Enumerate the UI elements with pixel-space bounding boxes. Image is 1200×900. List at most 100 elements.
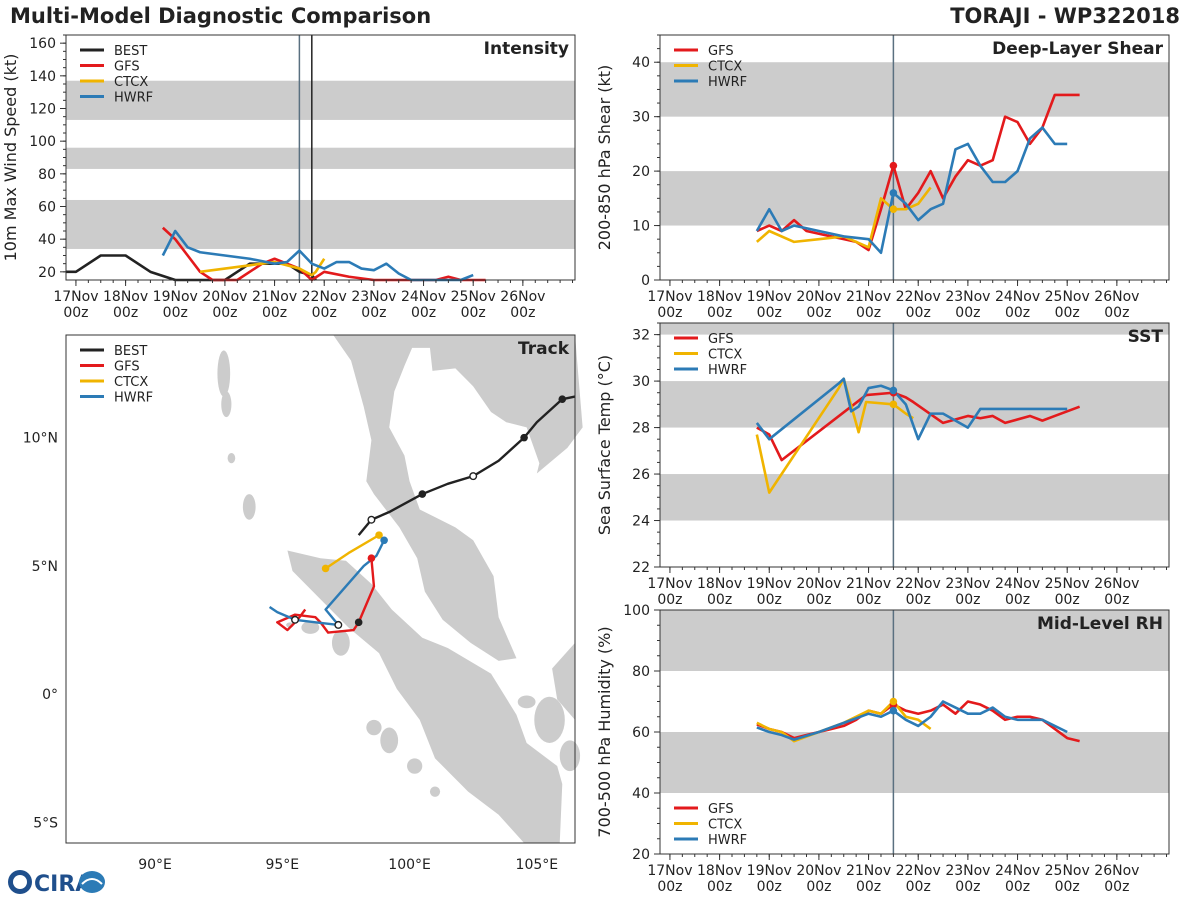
x-tick-day: 21Nov — [846, 863, 891, 879]
init-point — [889, 386, 898, 395]
lon-label: 105°E — [516, 857, 559, 873]
track-point-open — [334, 620, 343, 629]
x-tick-day: 18Nov — [697, 289, 742, 305]
x-tick-day: 17Nov — [647, 576, 692, 592]
x-tick-hour: 00z — [163, 305, 188, 321]
page-title: Multi-Model Diagnostic Comparison — [10, 4, 432, 28]
y-tick-label: 24 — [632, 514, 650, 530]
x-tick-day: 22Nov — [896, 863, 941, 879]
x-tick-hour: 00z — [955, 305, 980, 321]
lon-label: 100°E — [388, 857, 431, 873]
init-point — [889, 161, 898, 170]
track-point — [418, 490, 427, 498]
y-tick-label: 140 — [29, 69, 56, 85]
x-tick-hour: 00z — [955, 879, 980, 895]
x-tick-day: 17Nov — [647, 289, 692, 305]
x-tick-hour: 00z — [1005, 305, 1030, 321]
x-tick-hour: 00z — [1005, 879, 1030, 895]
x-tick-day: 23Nov — [945, 289, 990, 305]
legend-label: GFS — [708, 802, 734, 817]
legend-label: HWRF — [708, 833, 747, 848]
x-tick-day: 20Nov — [796, 289, 841, 305]
x-tick-hour: 00z — [510, 305, 535, 321]
track-point — [520, 433, 528, 442]
shaded-band — [66, 147, 575, 169]
x-tick-hour: 00z — [1055, 592, 1080, 608]
x-tick-day: 21Nov — [846, 576, 891, 592]
shaded-band — [660, 610, 1169, 671]
panel-title: Track — [518, 339, 570, 359]
shaded-band — [660, 732, 1169, 793]
x-tick-hour: 00z — [806, 592, 831, 608]
y-tick-label: 28 — [632, 421, 650, 437]
track-point — [367, 554, 376, 563]
x-tick-hour: 00z — [757, 305, 782, 321]
x-tick-hour: 00z — [806, 305, 831, 321]
x-tick-hour: 00z — [955, 592, 980, 608]
x-tick-day: 26Nov — [500, 289, 545, 305]
x-tick-hour: 00z — [856, 879, 881, 895]
x-tick-day: 25Nov — [1045, 289, 1090, 305]
x-tick-day: 26Nov — [1094, 863, 1139, 879]
track-point-open — [367, 515, 376, 524]
x-tick-hour: 00z — [312, 305, 337, 321]
x-tick-day: 22Nov — [302, 289, 347, 305]
y-tick-label: 22 — [632, 560, 650, 576]
x-tick-day: 17Nov — [53, 289, 98, 305]
track-point-open — [469, 472, 478, 481]
panel-shear: 01020304017Nov00z18Nov00z19Nov00z20Nov00… — [595, 34, 1170, 321]
legend-label: HWRF — [708, 363, 747, 378]
series-hwrf — [756, 700, 1068, 741]
land-island — [221, 391, 232, 418]
x-tick-day: 24Nov — [401, 289, 446, 305]
x-tick-day: 18Nov — [697, 863, 742, 879]
x-tick-hour: 00z — [657, 592, 682, 608]
x-tick-hour: 00z — [1005, 592, 1030, 608]
land-island — [407, 758, 423, 774]
x-tick-hour: 00z — [757, 592, 782, 608]
y-tick-label: 60 — [38, 200, 56, 216]
x-tick-day: 19Nov — [747, 576, 792, 592]
x-tick-hour: 00z — [1104, 592, 1129, 608]
panel-title: SST — [1128, 327, 1164, 347]
land-island — [242, 494, 256, 520]
lon-label: 90°E — [138, 857, 172, 873]
land-island — [517, 695, 536, 709]
legend-label: HWRF — [708, 75, 747, 90]
x-tick-hour: 00z — [707, 592, 732, 608]
x-tick-day: 17Nov — [647, 863, 692, 879]
init-point — [889, 205, 898, 214]
init-point — [889, 189, 898, 197]
x-tick-hour: 00z — [757, 879, 782, 895]
y-tick-label: 160 — [29, 36, 56, 52]
land-sumatra — [287, 550, 563, 843]
land-borneo — [552, 642, 575, 720]
y-tick-label: 100 — [29, 134, 56, 150]
plot-frame — [65, 334, 576, 844]
legend-label: HWRF — [114, 91, 153, 106]
x-tick-hour: 00z — [906, 879, 931, 895]
x-tick-day: 26Nov — [1094, 289, 1139, 305]
x-tick-day: 22Nov — [896, 289, 941, 305]
x-tick-hour: 00z — [361, 305, 386, 321]
legend-label: CTCX — [114, 375, 148, 390]
x-tick-day: 19Nov — [153, 289, 198, 305]
y-tick-label: 80 — [38, 167, 56, 183]
land-island — [429, 786, 441, 797]
lon-label: 95°E — [265, 857, 299, 873]
y-tick-label: 0 — [641, 273, 650, 289]
land-island — [559, 740, 581, 772]
track-point — [558, 395, 567, 403]
x-tick-day: 24Nov — [995, 289, 1040, 305]
x-tick-hour: 00z — [657, 305, 682, 321]
series-ctcx — [199, 258, 326, 277]
init-point — [889, 697, 898, 706]
lat-label: 10°N — [23, 431, 58, 447]
y-tick-label: 30 — [632, 110, 650, 126]
land-island — [227, 453, 236, 464]
x-tick-day: 23Nov — [945, 863, 990, 879]
x-tick-day: 20Nov — [796, 576, 841, 592]
y-axis-label: 700-500 hPa Humidity (%) — [595, 626, 614, 837]
x-tick-hour: 00z — [856, 305, 881, 321]
x-tick-day: 23Nov — [945, 576, 990, 592]
